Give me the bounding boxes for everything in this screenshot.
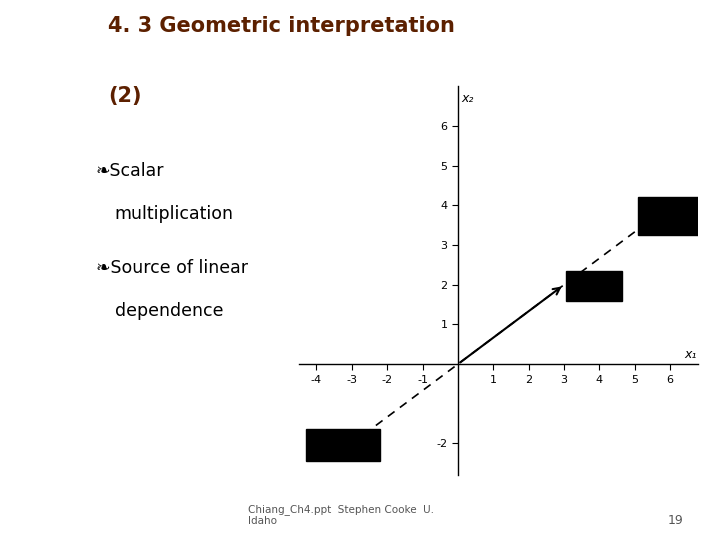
Text: (2): (2) bbox=[108, 86, 142, 106]
Text: 19: 19 bbox=[667, 514, 683, 526]
Text: multiplication: multiplication bbox=[114, 205, 234, 223]
Bar bbox=[306, 429, 380, 461]
Text: ❧Scalar: ❧Scalar bbox=[96, 162, 164, 180]
Text: x₂: x₂ bbox=[462, 92, 474, 105]
Text: dependence: dependence bbox=[114, 302, 223, 320]
Text: ❧Source of linear: ❧Source of linear bbox=[96, 259, 248, 277]
Text: x₁: x₁ bbox=[684, 348, 697, 361]
Text: 4. 3 Geometric interpretation: 4. 3 Geometric interpretation bbox=[108, 16, 455, 36]
Bar bbox=[566, 271, 622, 301]
Bar bbox=[639, 198, 698, 235]
Text: Chiang_Ch4.ppt  Stephen Cooke  U.
Idaho: Chiang_Ch4.ppt Stephen Cooke U. Idaho bbox=[248, 504, 434, 526]
